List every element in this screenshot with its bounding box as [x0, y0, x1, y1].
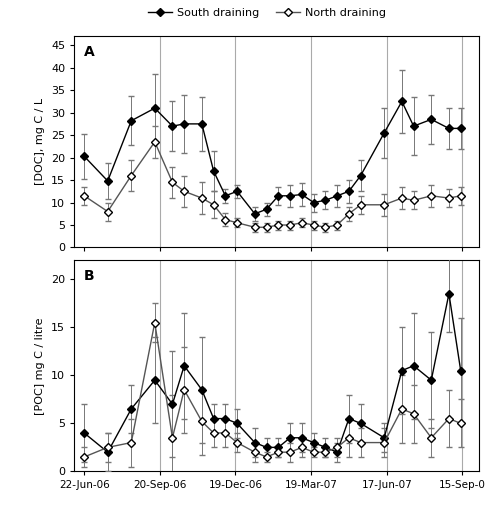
Y-axis label: [DOC], mg C / L: [DOC], mg C / L	[36, 98, 45, 185]
Text: A: A	[84, 45, 95, 59]
Text: B: B	[84, 269, 95, 283]
Legend: South draining, North draining: South draining, North draining	[148, 8, 386, 18]
Y-axis label: [POC] mg C / litre: [POC] mg C / litre	[36, 317, 45, 414]
